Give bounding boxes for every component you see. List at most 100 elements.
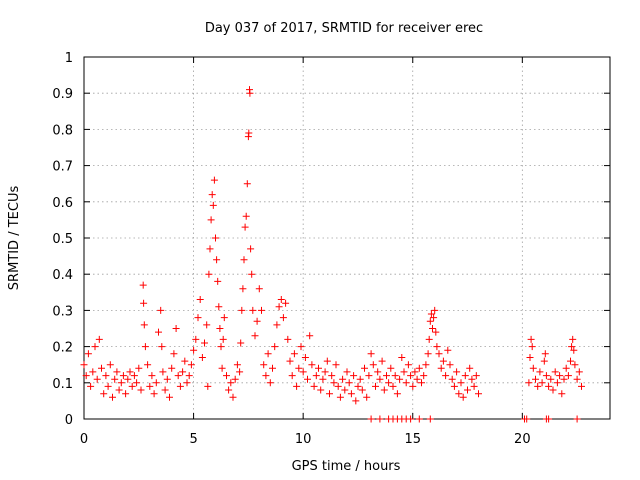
data-point (407, 372, 415, 380)
data-point (144, 361, 152, 369)
y-tick-label: 1 (65, 51, 73, 66)
data-point (363, 393, 371, 401)
data-point (269, 364, 276, 372)
data-point (109, 393, 116, 401)
data-point (196, 296, 204, 303)
data-point (223, 372, 230, 380)
data-point (358, 386, 366, 394)
data-point (400, 368, 408, 376)
data-point (295, 364, 303, 372)
data-point (128, 382, 136, 390)
data-point (545, 382, 553, 390)
data-point (352, 397, 360, 405)
data-point (213, 256, 221, 264)
data-point (383, 372, 390, 380)
data-point (573, 415, 581, 423)
data-point (301, 354, 309, 361)
x-tick-label: 20 (514, 432, 531, 447)
data-point (102, 372, 110, 380)
data-point (155, 328, 162, 336)
data-point (431, 306, 439, 314)
y-tick-label: 0.7 (52, 160, 73, 175)
data-point (361, 364, 368, 372)
data-point (297, 343, 305, 351)
data-point (328, 372, 336, 380)
data-point (347, 390, 355, 398)
data-point (393, 390, 401, 398)
data-point (284, 335, 292, 343)
data-point (139, 281, 147, 289)
data-point (426, 415, 434, 423)
data-point (558, 390, 566, 398)
data-point (238, 306, 246, 314)
data-point (422, 361, 430, 369)
data-point (427, 310, 435, 318)
data-point (93, 375, 101, 383)
data-point (425, 335, 433, 343)
data-point (564, 372, 572, 380)
data-point (413, 375, 421, 383)
data-point (409, 382, 417, 390)
data-point (464, 386, 471, 394)
data-point (135, 364, 143, 372)
data-point (111, 375, 119, 383)
data-point (91, 343, 99, 351)
data-point (246, 89, 254, 97)
data-point (80, 361, 88, 369)
data-point (229, 393, 237, 401)
data-point (279, 314, 287, 322)
data-point (466, 364, 474, 372)
data-point (372, 382, 379, 390)
data-point (217, 343, 225, 351)
data-point (472, 372, 480, 380)
data-point (241, 223, 249, 231)
data-point (253, 317, 261, 325)
data-point (273, 321, 281, 329)
data-point (569, 335, 577, 343)
data-point (247, 245, 255, 253)
data-point (321, 368, 329, 376)
data-point (163, 375, 171, 383)
data-point (161, 386, 169, 394)
data-point (341, 386, 349, 394)
data-point (87, 382, 95, 390)
data-point (378, 357, 386, 365)
data-point (424, 350, 432, 358)
data-point (218, 364, 226, 372)
data-point (82, 372, 90, 380)
data-point (255, 285, 263, 293)
data-point (345, 379, 353, 387)
data-point (248, 270, 256, 278)
data-point (545, 415, 553, 423)
data-point (415, 415, 423, 423)
data-point (187, 361, 195, 369)
data-point (137, 386, 145, 394)
data-point (104, 382, 112, 390)
data-point (568, 343, 576, 351)
data-point (411, 368, 419, 376)
data-point (391, 372, 399, 380)
data-point (251, 332, 259, 340)
data-point (264, 350, 272, 358)
data-point (336, 393, 344, 401)
data-point (475, 390, 482, 398)
data-point (334, 382, 342, 390)
data-point (367, 415, 375, 423)
data-point (299, 368, 307, 376)
y-axis-label: SRMTID / TECUs (7, 186, 22, 291)
data-point (237, 339, 245, 347)
data-point (262, 372, 270, 380)
y-tick-label: 0.1 (52, 377, 73, 392)
data-point (89, 368, 97, 376)
data-point (183, 379, 191, 387)
data-point (367, 350, 375, 358)
data-point (323, 357, 331, 365)
data-point (365, 372, 373, 380)
data-point (526, 354, 534, 361)
data-point (567, 357, 574, 365)
data-point (446, 361, 454, 369)
data-point (113, 368, 121, 376)
y-tick-label: 0.8 (52, 123, 73, 138)
data-point (398, 354, 406, 361)
data-point (332, 361, 340, 369)
